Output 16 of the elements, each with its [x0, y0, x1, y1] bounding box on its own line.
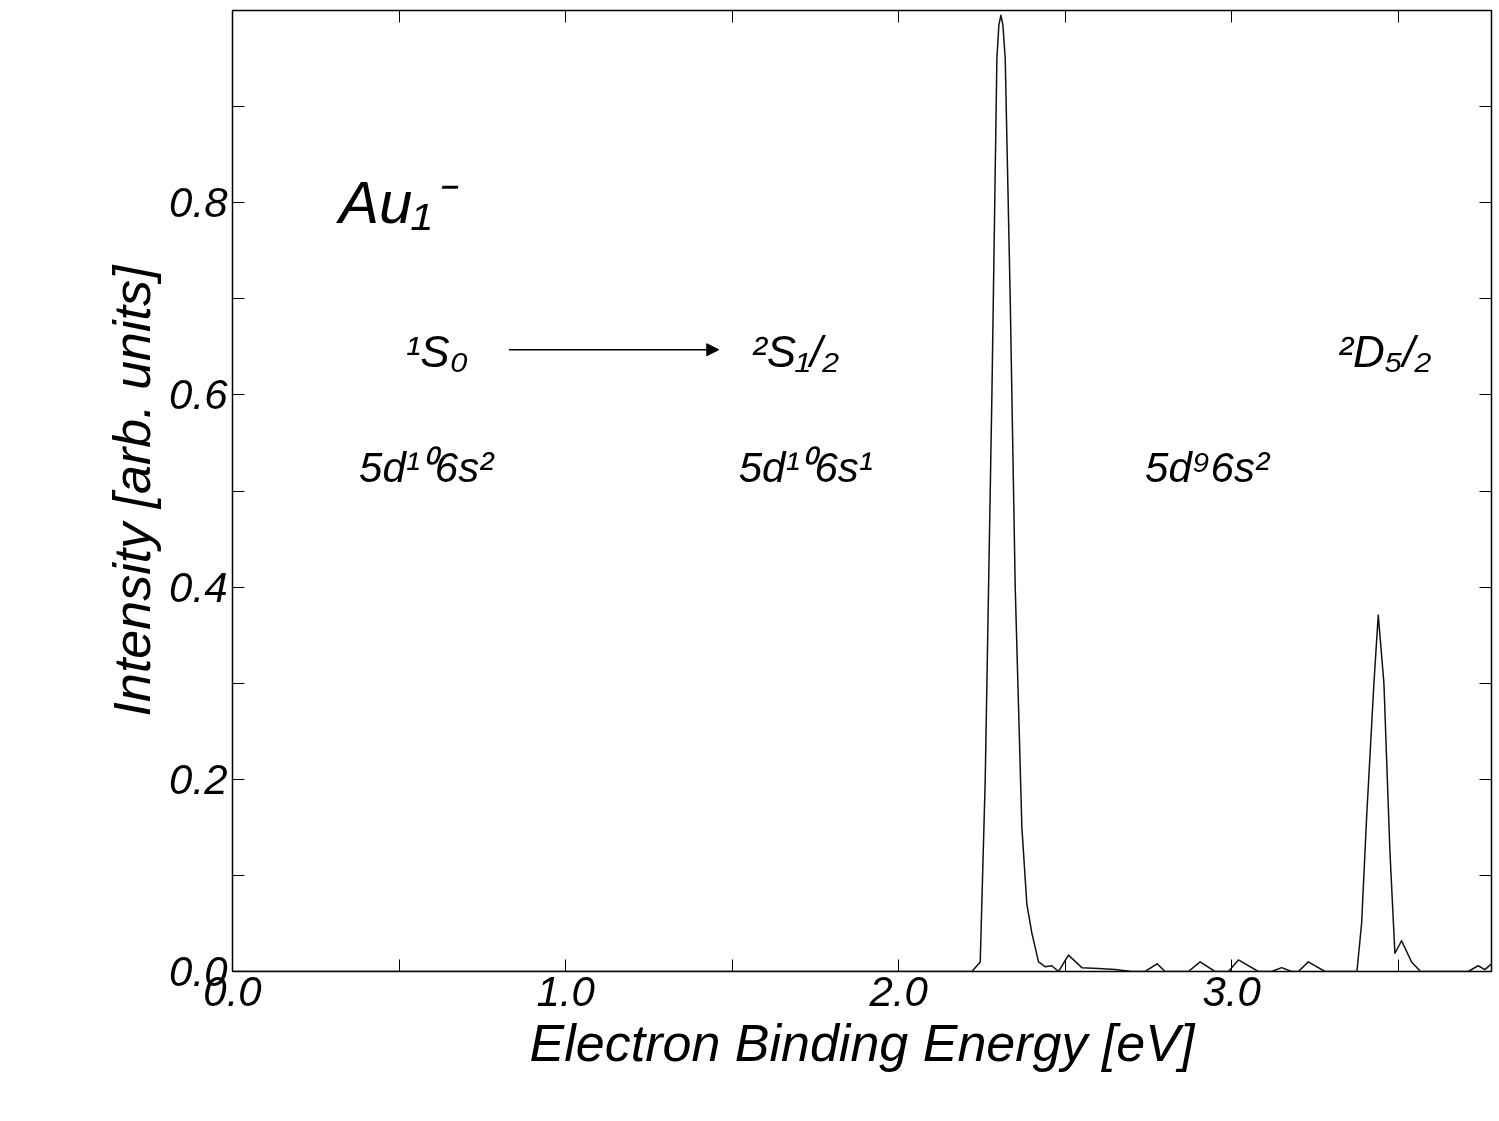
y-tick-label: 0.2 [169, 755, 228, 803]
annotation: 5d¹⁰6s¹ [738, 444, 873, 491]
annotation: ¹S₀ [405, 326, 469, 376]
y-tick-label: 0.4 [169, 563, 228, 611]
x-tick-label: 3.0 [1202, 967, 1262, 1015]
x-tick-label: 2.0 [868, 967, 929, 1015]
y-tick-label: 0.6 [169, 371, 229, 419]
y-tick-label: 0.8 [169, 179, 229, 227]
annotation: ²S₁/₂ [752, 326, 840, 376]
annotation: ²D₅/₂ [1338, 326, 1432, 376]
annotation: 5d⁹6s² [1145, 444, 1271, 491]
annotation: Au₁⁻ [336, 169, 460, 237]
x-axis-title: Electron Binding Energy [eV] [529, 1013, 1196, 1072]
annotation: 5d¹⁰6s² [359, 444, 496, 491]
x-tick-label: 1.0 [536, 967, 596, 1015]
y-axis-title: Intensity [arb. units] [103, 264, 162, 717]
